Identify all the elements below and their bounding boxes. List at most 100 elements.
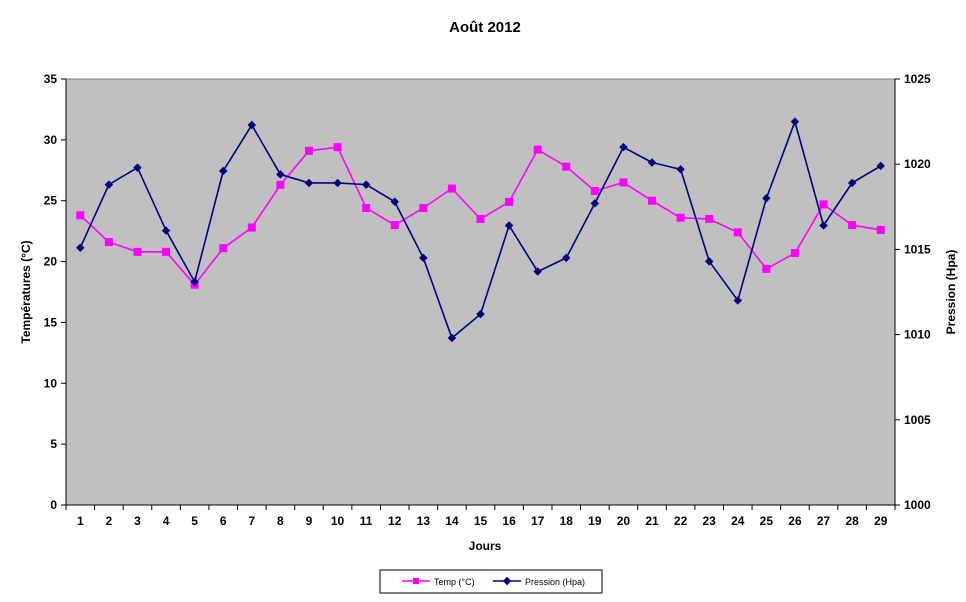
x-tick-label: 20: [617, 514, 631, 528]
right-axis: 1000 1005 1010 1015 1020 1025: [895, 72, 931, 512]
pression-point: [361, 180, 371, 189]
x-tick-label: 19: [588, 514, 602, 528]
temp-point: [648, 196, 657, 205]
temp-point: [419, 204, 428, 213]
temp-point: [162, 247, 171, 256]
x-tick-label: 6: [220, 514, 227, 528]
legend-temp-label: Temp (°C): [434, 577, 475, 587]
temp-point: [304, 146, 313, 155]
temp-point: [733, 228, 742, 237]
right-tick-label: 1020: [904, 157, 931, 171]
legend-pression-label: Pression (Hpa): [525, 577, 585, 587]
left-tick-label: 20: [44, 255, 58, 269]
x-tick-label: 23: [703, 514, 717, 528]
pression-point: [304, 178, 314, 188]
x-tick-label: 2: [106, 514, 113, 528]
x-tick-label: 26: [788, 514, 802, 528]
chart-title: Août 2012: [449, 19, 521, 36]
temp-point: [76, 211, 85, 220]
x-axis-label: Jours: [469, 539, 502, 553]
x-tick-label: 28: [845, 514, 859, 528]
pression-point: [190, 277, 199, 287]
pression-point: [161, 226, 171, 235]
x-tick-label: 15: [474, 514, 488, 528]
legend-temp-marker: [413, 578, 419, 584]
x-tick-label: 24: [731, 514, 745, 528]
pression-point: [76, 243, 85, 252]
right-tick-label: 1005: [904, 413, 931, 427]
x-tick-label: 10: [331, 514, 345, 528]
pression-point: [104, 180, 114, 189]
legend: Temp (°C) Pression (Hpa): [379, 569, 603, 594]
left-tick-label: 15: [44, 315, 58, 329]
x-tick-label: 11: [360, 514, 373, 528]
temp-point: [333, 143, 342, 152]
x-axis: 1 2 3 4 5 6 7 8 9 10 11 12 13 14 15 16 17 18 19 20 21 22 23 24 2…: [65, 505, 896, 528]
temp-point: [790, 249, 799, 258]
temp-point: [876, 225, 885, 234]
temp-point: [819, 200, 828, 209]
temp-point: [762, 264, 771, 273]
x-tick-label: 9: [306, 514, 313, 528]
x-tick-label: 8: [277, 514, 284, 528]
left-axis: 0 5 10 15 20 25 30 35: [44, 72, 66, 512]
x-tick-label: 3: [134, 514, 141, 528]
temp-point: [247, 223, 256, 232]
x-tick-label: 4: [163, 514, 170, 528]
right-tick-label: 1025: [904, 72, 931, 86]
plot-area: [65, 78, 896, 506]
x-tick-label: 12: [388, 514, 402, 528]
pression-point: [533, 267, 542, 276]
left-tick-label: 5: [50, 437, 57, 451]
legend-pression-marker: [502, 576, 512, 586]
x-tick-label: 21: [645, 514, 659, 528]
pression-point: [704, 257, 714, 266]
left-tick-label: 25: [44, 194, 58, 208]
temp-point: [562, 162, 571, 171]
temp-point: [104, 238, 113, 247]
x-tick-label: 13: [417, 514, 431, 528]
temp-point: [533, 145, 542, 154]
pression-point: [504, 221, 514, 230]
temp-point: [848, 221, 857, 230]
right-tick-label: 1010: [904, 328, 931, 342]
pression-point: [733, 296, 743, 305]
x-tick-label: 25: [760, 514, 774, 528]
x-tick-label: 29: [874, 514, 888, 528]
legend-box: [379, 569, 603, 594]
left-tick-label: 35: [44, 72, 58, 86]
x-tick-label: 14: [445, 514, 459, 528]
x-tick-label: 5: [191, 514, 198, 528]
x-tick-label: 18: [560, 514, 574, 528]
temp-point: [276, 180, 285, 189]
x-tick-label: 27: [817, 514, 831, 528]
x-tick-label: 7: [248, 514, 255, 528]
temp-point: [619, 178, 628, 187]
left-tick-label: 10: [44, 376, 58, 390]
temp-point: [133, 247, 142, 256]
right-tick-label: 1015: [904, 242, 931, 256]
x-tick-label: 22: [674, 514, 688, 528]
pression-point: [390, 197, 399, 206]
left-tick-label: 30: [44, 133, 58, 147]
temp-point: [705, 214, 714, 223]
temp-point: [219, 244, 228, 253]
temp-point: [676, 213, 685, 222]
temp-point: [590, 186, 599, 195]
x-tick-label: 17: [531, 514, 545, 528]
temp-point: [505, 197, 514, 206]
right-axis-label: Pression (Hpa): [944, 250, 958, 335]
left-axis-label: Températures (°C): [19, 240, 33, 343]
pression-point: [447, 333, 457, 343]
temp-point: [476, 214, 485, 223]
left-tick-label: 0: [50, 498, 57, 512]
temp-point: [362, 204, 371, 213]
pression-point: [333, 178, 342, 188]
temp-point: [447, 184, 456, 193]
pression-point: [133, 163, 142, 172]
x-tick-label: 16: [502, 514, 516, 528]
right-tick-label: 1000: [904, 498, 931, 512]
pression-point: [218, 166, 228, 176]
pression-point: [476, 309, 485, 319]
